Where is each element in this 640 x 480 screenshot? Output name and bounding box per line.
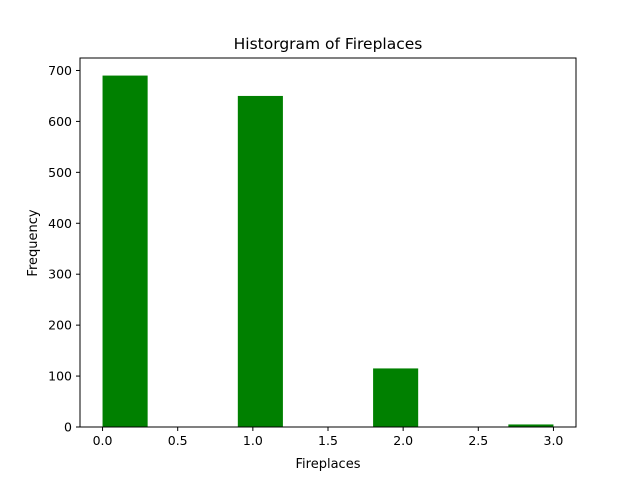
histogram-bar-0 (102, 75, 148, 428)
y-tick-label: 0 (64, 420, 72, 435)
x-axis-label: Fireplaces (296, 457, 361, 472)
y-tick-label: 700 (48, 63, 72, 78)
x-tick-label: 1.0 (243, 433, 263, 448)
bars-group (102, 75, 554, 428)
x-tick-label: 2.0 (393, 433, 413, 448)
y-tick-label: 300 (48, 267, 72, 282)
plot-area-frame (79, 57, 577, 428)
y-axis-label: Frequency (26, 209, 41, 276)
x-tick-label: 1.5 (318, 433, 338, 448)
histogram-bar-3 (237, 95, 283, 428)
y-tick-label: 600 (48, 114, 72, 129)
y-tick-label: 200 (48, 318, 72, 333)
histogram-bar-9 (508, 424, 554, 427)
x-axis-ticks: 0.0 0.5 1.0 1.5 2.0 2.5 3.0 (93, 427, 564, 448)
histogram-bar-6 (373, 368, 419, 427)
y-tick-label: 500 (48, 165, 72, 180)
y-axis-ticks: 0 100 200 300 400 500 600 700 (48, 63, 80, 435)
y-tick-label: 100 (48, 369, 72, 384)
x-tick-label: 0.5 (168, 433, 188, 448)
x-tick-label: 3.0 (544, 433, 564, 448)
chart-title: Historgram of Fireplaces (234, 35, 423, 53)
y-tick-label: 400 (48, 216, 72, 231)
x-tick-label: 0.0 (93, 433, 113, 448)
x-tick-label: 2.5 (468, 433, 488, 448)
